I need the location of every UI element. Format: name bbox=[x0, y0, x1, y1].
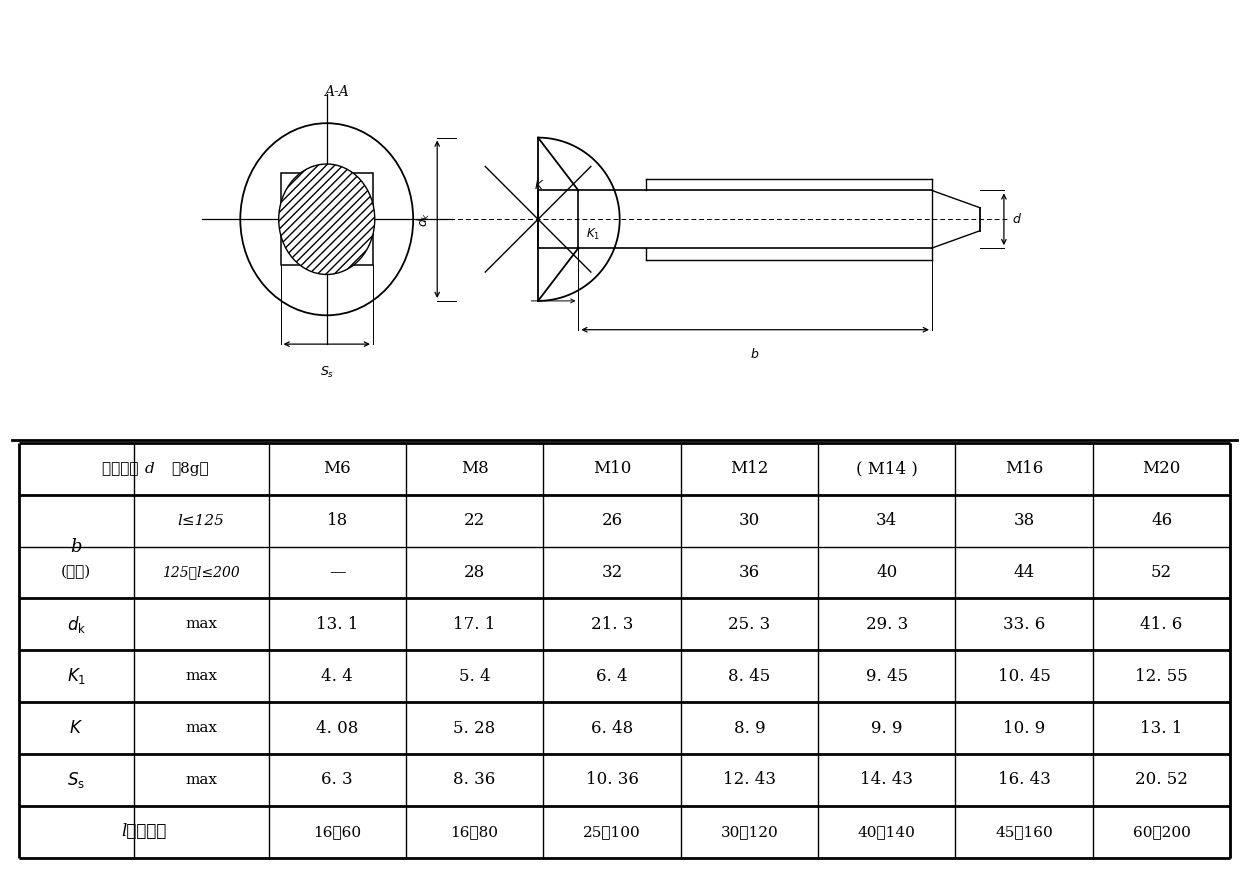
Text: max: max bbox=[185, 617, 217, 631]
Text: 16～80: 16～80 bbox=[451, 824, 498, 838]
Text: M16: M16 bbox=[1005, 460, 1043, 477]
Text: l≤125: l≤125 bbox=[177, 514, 225, 528]
Text: 34: 34 bbox=[876, 512, 898, 529]
Text: $S_s$: $S_s$ bbox=[320, 365, 333, 381]
Text: 9. 45: 9. 45 bbox=[866, 667, 908, 685]
Text: $b$: $b$ bbox=[751, 347, 759, 361]
Text: 21. 3: 21. 3 bbox=[591, 616, 633, 633]
Text: 33. 6: 33. 6 bbox=[1003, 616, 1045, 633]
Text: 20. 52: 20. 52 bbox=[1135, 772, 1188, 788]
Text: 18: 18 bbox=[326, 512, 348, 529]
Text: 26: 26 bbox=[602, 512, 622, 529]
Ellipse shape bbox=[279, 164, 375, 275]
Text: 36: 36 bbox=[739, 564, 759, 581]
Text: 6. 3: 6. 3 bbox=[321, 772, 353, 788]
Text: 14. 43: 14. 43 bbox=[861, 772, 913, 788]
Text: 25～100: 25～100 bbox=[583, 824, 641, 838]
Text: 16. 43: 16. 43 bbox=[998, 772, 1050, 788]
Text: 6. 4: 6. 4 bbox=[596, 667, 628, 685]
Text: l长度范围: l长度范围 bbox=[121, 824, 166, 840]
Text: $K_1$: $K_1$ bbox=[66, 667, 86, 686]
Text: 40～140: 40～140 bbox=[858, 824, 916, 838]
Text: A-A: A-A bbox=[323, 85, 348, 99]
Text: 8. 36: 8. 36 bbox=[453, 772, 496, 788]
Text: 5. 4: 5. 4 bbox=[458, 667, 491, 685]
Text: 10. 45: 10. 45 bbox=[998, 667, 1050, 685]
Text: 4. 4: 4. 4 bbox=[321, 667, 353, 685]
Text: 41. 6: 41. 6 bbox=[1140, 616, 1183, 633]
Text: 28: 28 bbox=[463, 564, 486, 581]
Text: 46: 46 bbox=[1152, 512, 1172, 529]
Text: 17. 1: 17. 1 bbox=[453, 616, 496, 633]
Text: max: max bbox=[185, 773, 217, 787]
Text: 5. 28: 5. 28 bbox=[453, 719, 496, 737]
Text: $K$: $K$ bbox=[535, 180, 545, 192]
Text: 13. 1: 13. 1 bbox=[1140, 719, 1183, 737]
Text: ( M14 ): ( M14 ) bbox=[856, 460, 918, 477]
Text: 螺纹规格: 螺纹规格 bbox=[102, 462, 144, 476]
Text: $d_\mathrm{k}$: $d_\mathrm{k}$ bbox=[66, 614, 86, 635]
Bar bbox=[538, 190, 578, 248]
Text: 52: 52 bbox=[1152, 564, 1172, 581]
Text: 32: 32 bbox=[601, 564, 623, 581]
Text: 30～120: 30～120 bbox=[721, 824, 778, 838]
Text: 12. 43: 12. 43 bbox=[723, 772, 776, 788]
Text: d: d bbox=[145, 462, 155, 476]
Text: 38: 38 bbox=[1013, 512, 1035, 529]
Text: 16～60: 16～60 bbox=[313, 824, 361, 838]
Text: 9. 9: 9. 9 bbox=[871, 719, 903, 737]
Text: max: max bbox=[185, 669, 217, 683]
Text: 29. 3: 29. 3 bbox=[866, 616, 908, 633]
Text: $K_1$: $K_1$ bbox=[586, 227, 601, 242]
Text: b: b bbox=[70, 538, 82, 556]
Text: 125＜l≤200: 125＜l≤200 bbox=[162, 566, 240, 580]
Text: 44: 44 bbox=[1013, 564, 1035, 581]
Text: M20: M20 bbox=[1143, 460, 1180, 477]
Text: 45～160: 45～160 bbox=[995, 824, 1053, 838]
Text: 60～200: 60～200 bbox=[1133, 824, 1190, 838]
Text: $d_k$: $d_k$ bbox=[416, 211, 432, 227]
Text: max: max bbox=[185, 721, 217, 735]
Text: —: — bbox=[328, 564, 346, 581]
Text: 12. 55: 12. 55 bbox=[1135, 667, 1188, 685]
Text: 25. 3: 25. 3 bbox=[728, 616, 771, 633]
Text: $S_\mathrm{s}$: $S_\mathrm{s}$ bbox=[67, 770, 85, 790]
Text: M6: M6 bbox=[323, 460, 351, 477]
Text: M10: M10 bbox=[593, 460, 631, 477]
Text: 30: 30 bbox=[738, 512, 761, 529]
Text: 10. 36: 10. 36 bbox=[586, 772, 638, 788]
Text: （8g）: （8g） bbox=[171, 462, 209, 476]
Text: 22: 22 bbox=[463, 512, 486, 529]
Text: 40: 40 bbox=[876, 564, 898, 581]
Text: $d$: $d$ bbox=[1012, 212, 1022, 226]
Text: $K$: $K$ bbox=[69, 719, 84, 737]
Text: M8: M8 bbox=[461, 460, 488, 477]
Text: M12: M12 bbox=[731, 460, 768, 477]
Text: 8. 45: 8. 45 bbox=[728, 667, 771, 685]
Text: 10. 9: 10. 9 bbox=[1003, 719, 1045, 737]
Text: 6. 48: 6. 48 bbox=[591, 719, 633, 737]
Text: 13. 1: 13. 1 bbox=[316, 616, 358, 633]
Text: 4. 08: 4. 08 bbox=[316, 719, 358, 737]
Text: 8. 9: 8. 9 bbox=[733, 719, 766, 737]
Text: (参考): (参考) bbox=[61, 566, 91, 580]
